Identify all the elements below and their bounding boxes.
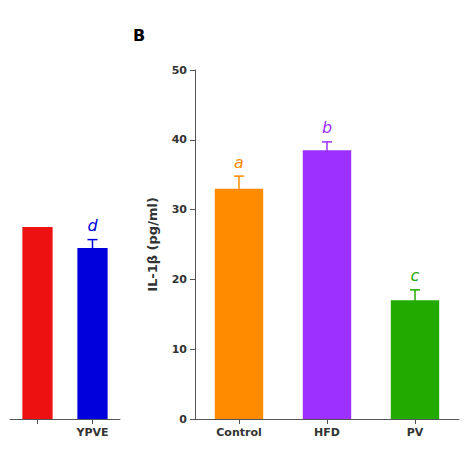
svg-text:HFD: HFD [314, 426, 340, 439]
svg-text:c: c [411, 266, 420, 285]
svg-text:40: 40 [172, 133, 188, 146]
svg-text:B: B [133, 26, 145, 45]
svg-text:PV: PV [407, 426, 424, 439]
svg-text:IL-1β (pg/ml): IL-1β (pg/ml) [145, 197, 160, 292]
svg-text:YPVE: YPVE [75, 426, 108, 439]
svg-text:50: 50 [172, 64, 188, 77]
svg-text:30: 30 [172, 203, 188, 216]
svg-text:a: a [234, 153, 244, 172]
svg-text:0: 0 [179, 413, 187, 426]
svg-text:b: b [322, 118, 332, 137]
svg-text:20: 20 [172, 273, 188, 286]
svg-text:Control: Control [216, 426, 261, 439]
svg-text:d: d [87, 216, 98, 235]
svg-text:10: 10 [172, 343, 188, 356]
